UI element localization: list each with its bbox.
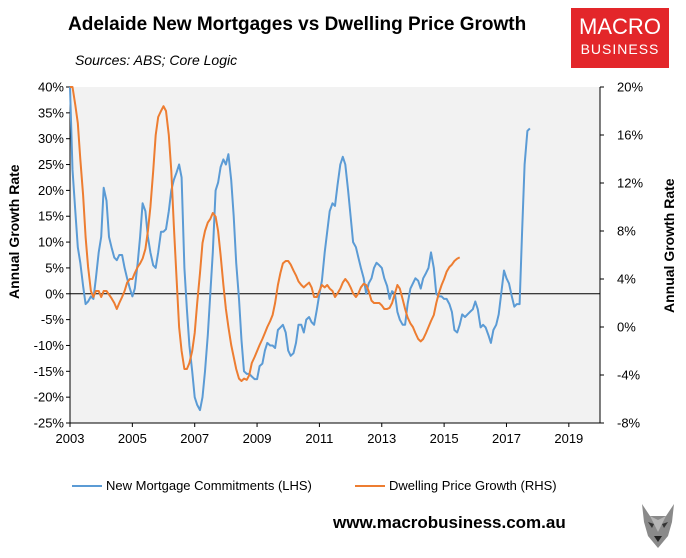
legend-swatch-dwelling-prices — [355, 484, 385, 487]
x-tick-label: 2015 — [430, 431, 459, 446]
series-line-mortgages — [69, 86, 531, 412]
logo-line1: MACRO — [579, 14, 661, 39]
legend-swatch-mortgages — [72, 484, 102, 487]
legend-label-mortgages: New Mortgage Commitments (LHS) — [106, 478, 312, 493]
chart-subtitle: Sources: ABS; Core Logic — [75, 52, 238, 68]
wolf-logo-icon — [642, 504, 674, 548]
y-left-tick-label: 30% — [38, 131, 64, 146]
y-right-tick-label: -4% — [617, 368, 641, 383]
legend-item-mortgages: New Mortgage Commitments (LHS) — [72, 478, 312, 493]
y-right-tick-label: 20% — [617, 80, 643, 95]
y-left-tick-label: -20% — [34, 390, 65, 405]
y-left-tick-label: -5% — [41, 312, 65, 327]
y-right-tick-label: 0% — [617, 320, 636, 335]
line-chart: 40% 35% 30% 25% 20% 15% 10% 5% 0% -5% -10% -15% -20%… — [34, 80, 644, 447]
y-left-tick-label: -15% — [34, 364, 65, 379]
x-tick-label: 2017 — [492, 431, 521, 446]
macrobusiness-logo: MACRO BUSINESS — [571, 8, 669, 68]
series-line-dwelling-prices — [70, 86, 461, 382]
y-right-tick-label: 16% — [617, 128, 643, 143]
y-left-tick-label: 25% — [38, 157, 64, 172]
y-left-tick-label: 40% — [38, 80, 64, 95]
x-tick-label: 2005 — [118, 431, 147, 446]
chart-title: Adelaide New Mortgages vs Dwelling Price… — [68, 14, 527, 35]
y-left-tick-label: 5% — [45, 260, 64, 275]
x-tick-label: 2003 — [56, 431, 85, 446]
x-tick-label: 2019 — [554, 431, 583, 446]
y-left-tick-label: 0% — [45, 286, 64, 301]
x-tick-label: 2007 — [180, 431, 209, 446]
logo-line2: BUSINESS — [580, 41, 660, 57]
y-right-tick-label: 4% — [617, 272, 636, 287]
y-right-tick-label: 8% — [617, 224, 636, 239]
y-left-tick-label: 35% — [38, 105, 64, 120]
x-tick-label: 2009 — [243, 431, 272, 446]
y-left-tick-label: 10% — [38, 235, 64, 250]
y-left-tick-label: -10% — [34, 338, 65, 353]
y-right-tick-label: 12% — [617, 176, 643, 191]
legend-label-dwelling-prices: Dwelling Price Growth (RHS) — [389, 478, 557, 493]
x-tick-label: 2011 — [305, 431, 333, 446]
y-left-tick-label: 15% — [38, 209, 64, 224]
y-right-tick-label: -8% — [617, 416, 641, 431]
x-tick-label: 2013 — [367, 431, 396, 446]
footer-url: www.macrobusiness.com.au — [333, 513, 566, 532]
y-left-tick-label: 20% — [38, 183, 64, 198]
y-left-tick-label: -25% — [34, 416, 65, 431]
legend-item-dwelling-prices: Dwelling Price Growth (RHS) — [355, 478, 557, 493]
